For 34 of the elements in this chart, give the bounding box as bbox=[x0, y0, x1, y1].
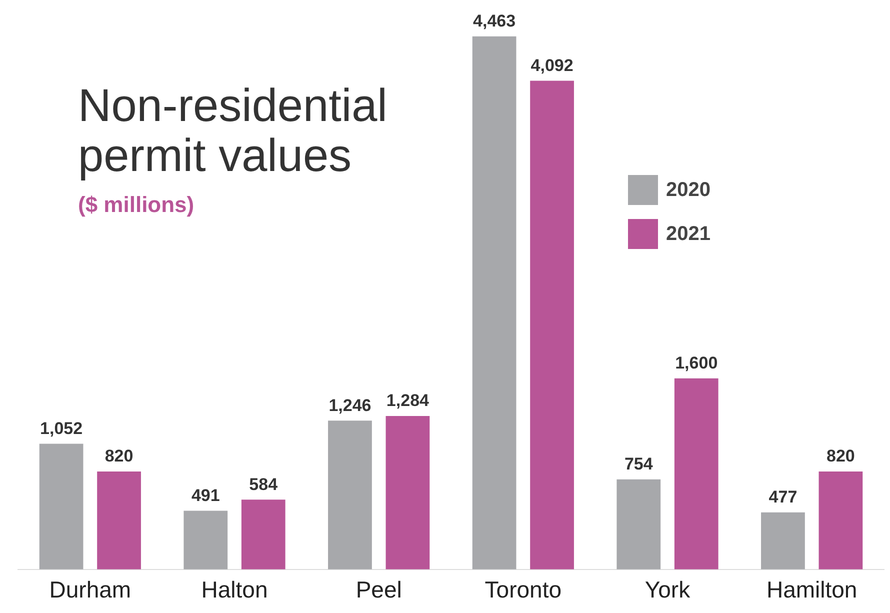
bar bbox=[184, 510, 228, 570]
data-label: 1,284 bbox=[386, 391, 430, 410]
x-tick-label: Toronto bbox=[484, 576, 562, 603]
bar bbox=[386, 416, 430, 570]
legend-label: 2021 bbox=[666, 222, 710, 246]
text: ($ millions) bbox=[78, 192, 194, 218]
data-label: 4,463 bbox=[473, 12, 516, 31]
bar bbox=[97, 471, 141, 570]
data-label: 1,600 bbox=[675, 354, 718, 373]
legend-label: 2020 bbox=[666, 178, 710, 202]
data-label: 4,092 bbox=[530, 56, 574, 75]
bar bbox=[761, 512, 805, 570]
x-tick-label: Halton bbox=[201, 576, 268, 603]
bar bbox=[616, 479, 661, 570]
x-tick-label: Durham bbox=[49, 576, 132, 603]
data-label: 754 bbox=[624, 454, 654, 474]
x-tick-label: York bbox=[644, 576, 691, 603]
data-label: 820 bbox=[826, 446, 855, 466]
data-label: 820 bbox=[104, 446, 134, 466]
bar bbox=[818, 471, 863, 570]
data-label: 477 bbox=[768, 488, 798, 507]
bar bbox=[674, 378, 718, 570]
data-label: 584 bbox=[249, 474, 278, 494]
data-label: 491 bbox=[191, 486, 220, 505]
text: Non-residential permit values bbox=[78, 79, 388, 181]
x-tick-label: Peel bbox=[356, 576, 402, 603]
bar bbox=[241, 500, 286, 570]
data-label: 1,246 bbox=[328, 396, 372, 415]
x-tick-label: Hamilton bbox=[766, 576, 858, 603]
bar bbox=[39, 444, 84, 570]
bar bbox=[472, 36, 516, 570]
bar bbox=[530, 80, 574, 570]
bar bbox=[328, 420, 372, 570]
data-label: 1,052 bbox=[40, 418, 83, 438]
